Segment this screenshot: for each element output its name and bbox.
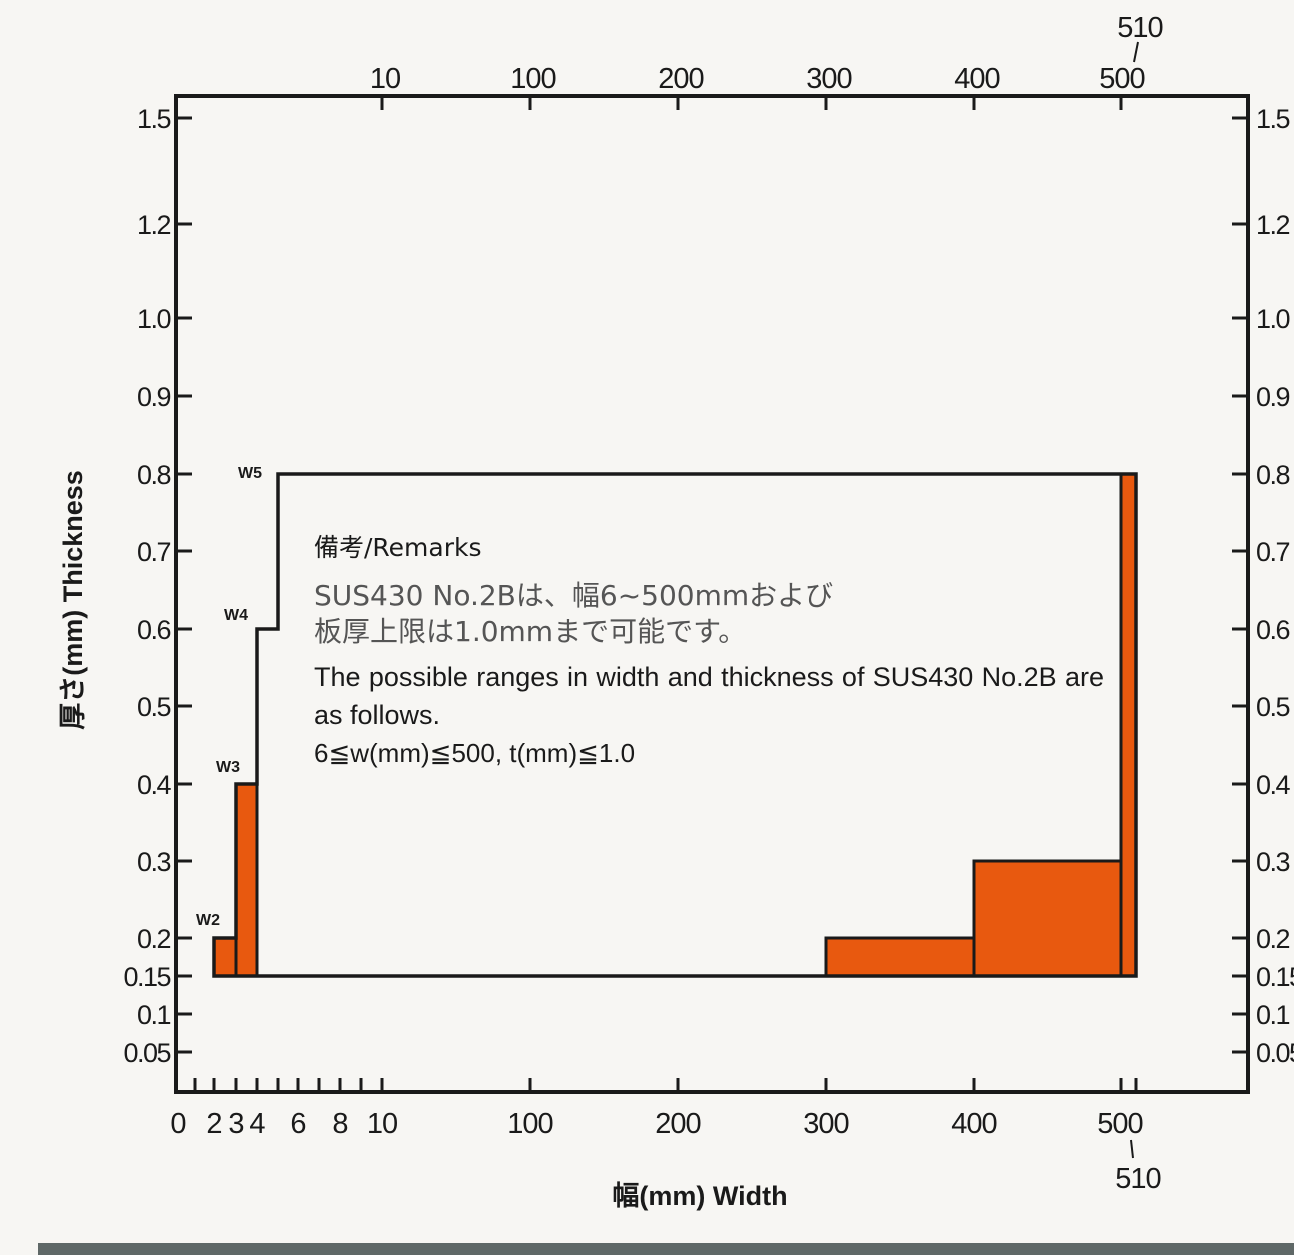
y-tick-label-left: 0.1 <box>137 1000 171 1030</box>
x-tick-label-bottom: 8 <box>332 1108 347 1140</box>
x-tick-label-bottom: 500 <box>1097 1108 1142 1140</box>
x-tick-label-bottom: 2 <box>206 1108 221 1140</box>
y-tick-label-right: 0.4 <box>1256 770 1291 800</box>
y-tick-label-right: 1.5 <box>1256 104 1290 134</box>
x-tick-label-bottom: 3 <box>228 1108 243 1140</box>
x-tick-label-bottom: 300 <box>803 1108 848 1140</box>
y-tick-label-left: 1.0 <box>137 304 171 334</box>
x-tick-label-bottom: 400 <box>951 1108 996 1140</box>
x-tick-label-top: 500 <box>1099 63 1144 95</box>
y-tick-label-right: 0.8 <box>1256 460 1290 490</box>
y-axis-title: 厚さ(mm) Thickness <box>58 470 88 730</box>
remarks-box: 備考/Remarks SUS430 No.2Bは、幅6~500mmおよび 板厚上… <box>314 528 1104 772</box>
step-label-w5: W5 <box>238 465 262 482</box>
step-label-w2: W2 <box>196 912 220 929</box>
remarks-ja-line2: 板厚上限は1.0mmまで可能です。 <box>314 615 747 648</box>
y-tick-label-right: 0.3 <box>1256 847 1290 877</box>
y-tick-label-right: 0.1 <box>1256 1000 1290 1030</box>
x-tick-label-bottom: 100 <box>507 1108 552 1140</box>
remarks-title: 備考/Remarks <box>314 533 482 562</box>
x-tick-label-top: 100 <box>510 63 555 95</box>
x-tick-label-bottom: 200 <box>655 1108 700 1140</box>
x-tick-label-bottom: 6 <box>290 1108 305 1140</box>
bottom-divider-bar <box>38 1243 1294 1255</box>
x-tick-label-510-bottom: 510 <box>1115 1163 1160 1195</box>
filled-region-1 <box>212 936 238 978</box>
y-tick-label-right: 0.2 <box>1256 924 1290 954</box>
x-tick-label-top: 10 <box>370 63 400 95</box>
available-range-outline <box>212 472 1138 978</box>
filled-region-4 <box>972 859 1123 978</box>
filled-region-2 <box>234 782 259 978</box>
x-tick-label-top: 400 <box>954 63 999 95</box>
x-tick-label-bottom: 0 <box>170 1108 185 1140</box>
y-tick-label-left: 0.6 <box>137 615 171 645</box>
remarks-japanese-text: SUS430 No.2Bは、幅6~500mmおよび 板厚上限は1.0mmまで可能… <box>314 578 1104 650</box>
filled-region-5 <box>1119 472 1138 978</box>
y-tick-label-left: 0.15 <box>123 962 170 992</box>
range-outline-path <box>212 472 1138 978</box>
x-510-connector-bottom <box>1130 1139 1134 1159</box>
y-tick-label-right: 0.5 <box>1256 692 1290 722</box>
y-tick-label-right: 0.15 <box>1256 962 1294 992</box>
y-tick-label-left: 0.9 <box>137 382 171 412</box>
x-axis-title: 幅(mm) Width <box>612 1181 787 1211</box>
y-tick-label-left: 0.7 <box>137 537 171 567</box>
y-tick-label-left: 0.05 <box>123 1038 170 1068</box>
y-tick-label-left: 1.2 <box>137 210 171 240</box>
remarks-english-text: The possible ranges in width and thickne… <box>314 662 1104 730</box>
y-tick-label-left: 0.2 <box>137 924 171 954</box>
filled-region-3 <box>824 936 976 978</box>
remarks-condition: 6≦w(mm)≦500, t(mm)≦1.0 <box>314 738 636 768</box>
y-tick-label-right: 1.0 <box>1256 304 1290 334</box>
y-tick-label-left: 0.3 <box>137 847 171 877</box>
plot-frame <box>174 94 1250 1094</box>
step-label-w3: W3 <box>216 759 240 776</box>
axis-tick-labels: 0 2 3 4 6 8 10 100 200 300 400 500 510 10 100 200 300 400… <box>123 12 1294 1195</box>
y-tick-label-left: 0.4 <box>137 770 172 800</box>
y-tick-label-left: 1.5 <box>137 104 171 134</box>
x-tick-label-510-top: 510 <box>1117 12 1162 44</box>
y-tick-label-right: 0.9 <box>1256 382 1290 412</box>
x-tick-label-top: 200 <box>658 63 703 95</box>
step-label-w4: W4 <box>224 607 248 624</box>
y-tick-label-left: 0.8 <box>137 460 171 490</box>
y-tick-label-right: 0.7 <box>1256 537 1290 567</box>
axis-ticks <box>174 41 1248 1159</box>
x-tick-label-top: 300 <box>806 63 851 95</box>
y-tick-label-right: 1.2 <box>1256 210 1290 240</box>
x-tick-label-bottom: 10 <box>367 1108 397 1140</box>
step-labels: W2 W3 W4 W5 <box>196 465 262 929</box>
y-tick-label-right: 0.6 <box>1256 615 1290 645</box>
y-tick-label-left: 0.5 <box>137 692 171 722</box>
remarks-ja-line1: SUS430 No.2Bは、幅6~500mmおよび <box>314 579 834 612</box>
x-tick-label-bottom: 4 <box>249 1108 265 1140</box>
x-510-connector-top <box>1133 41 1139 63</box>
y-tick-label-right: 0.05 <box>1256 1038 1294 1068</box>
